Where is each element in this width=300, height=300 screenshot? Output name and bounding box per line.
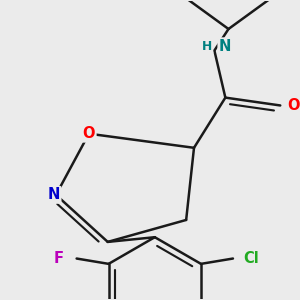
Text: N: N — [48, 188, 60, 202]
Text: O: O — [287, 98, 299, 113]
Text: F: F — [53, 251, 64, 266]
Text: Cl: Cl — [243, 251, 259, 266]
Text: O: O — [83, 126, 95, 141]
Text: H: H — [202, 40, 212, 53]
Text: N: N — [219, 39, 231, 54]
